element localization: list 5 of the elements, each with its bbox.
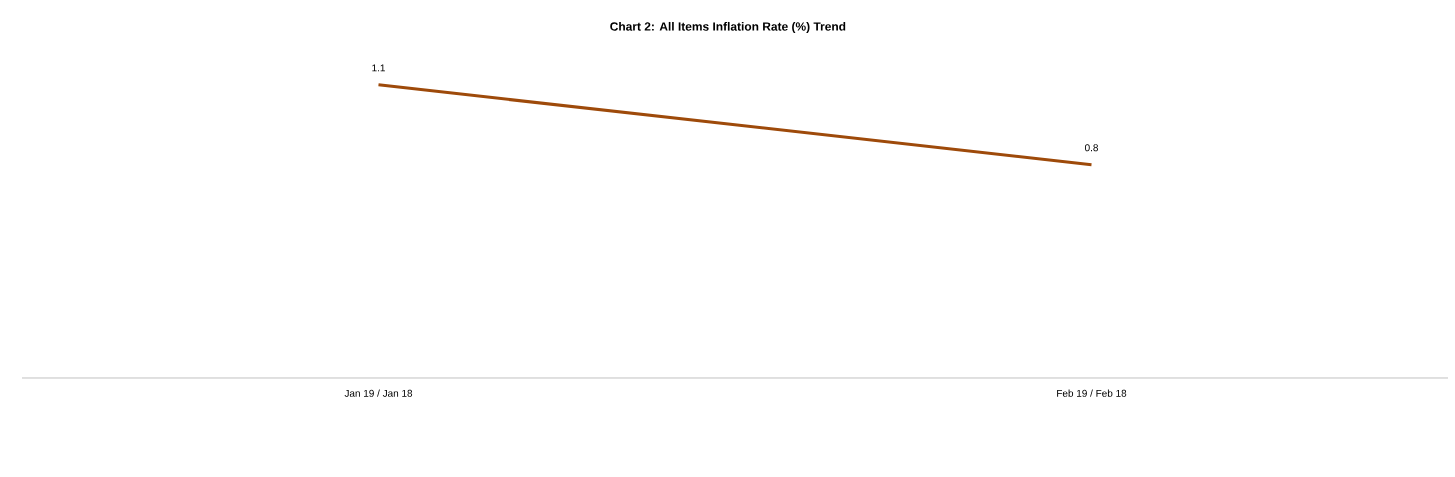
x-tick-label: Feb 19 / Feb 18 <box>1057 389 1127 397</box>
data-label: 0.8 <box>1084 144 1098 152</box>
chart-title: Chart 2: All Items Inflation Rate (%) Trend <box>610 21 846 34</box>
data-label: 1.1 <box>372 64 385 72</box>
x-tick-label: Jan 19 / Jan 18 <box>344 389 413 397</box>
